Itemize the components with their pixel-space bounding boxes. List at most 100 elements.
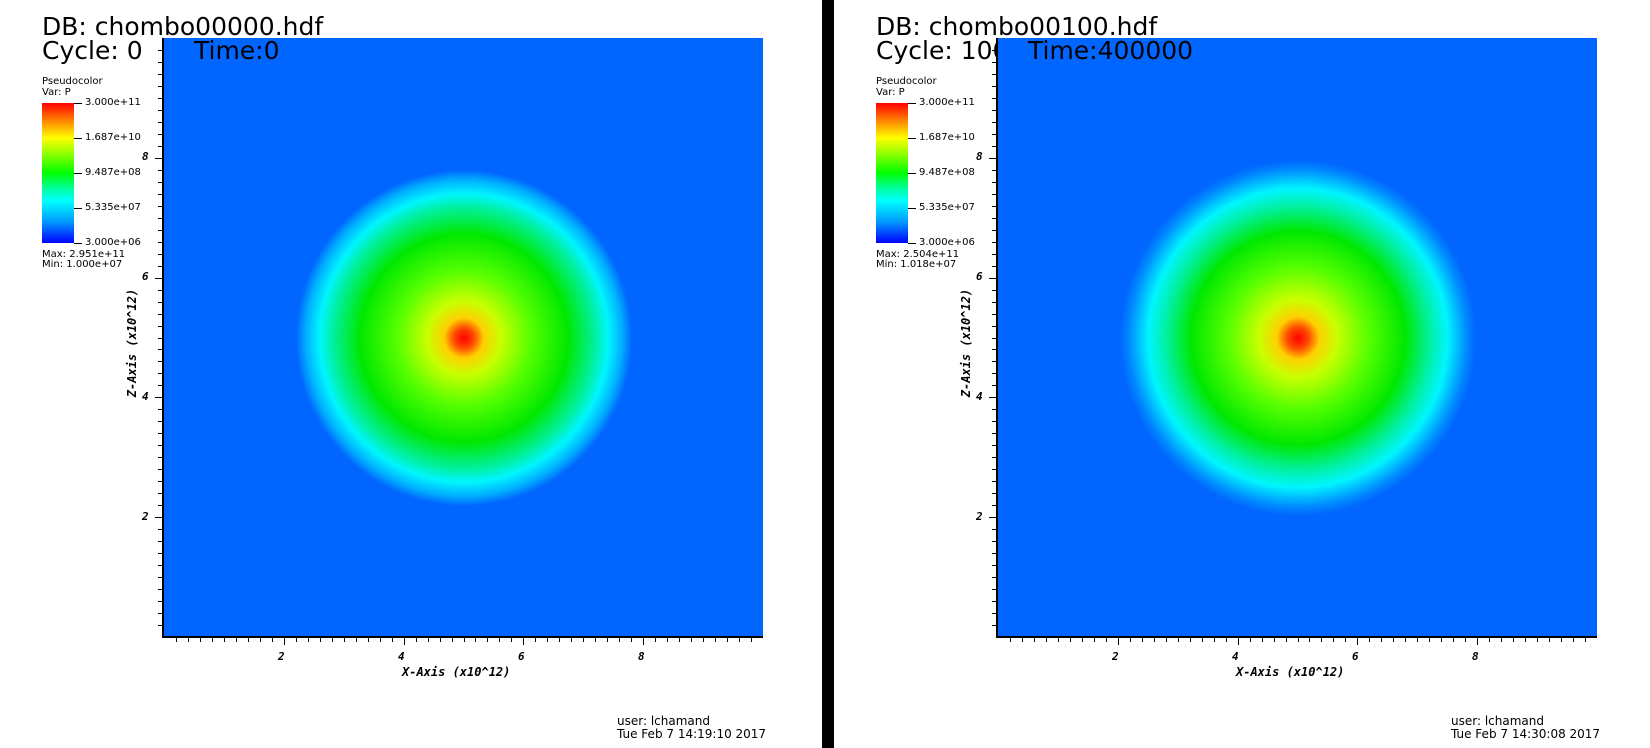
x-minor-tick <box>667 638 669 642</box>
x-major-tick <box>283 638 285 645</box>
x-minor-tick <box>571 638 573 642</box>
y-minor-tick <box>992 109 996 111</box>
pseudocolor-plot-area[interactable] <box>164 38 763 637</box>
y-minor-tick <box>992 169 996 171</box>
colorbar-tick <box>908 243 916 244</box>
x-minor-tick <box>439 638 441 642</box>
x-minor-tick <box>1585 638 1587 642</box>
x-tick-label: 4 <box>1232 650 1239 663</box>
y-minor-tick <box>992 361 996 363</box>
y-minor-tick <box>158 361 162 363</box>
y-minor-tick <box>992 325 996 327</box>
colorbar-label: 3.000e+11 <box>85 97 141 108</box>
y-minor-tick <box>992 589 996 591</box>
y-minor-tick <box>992 445 996 447</box>
x-tick-label: 8 <box>1472 650 1479 663</box>
x-minor-tick <box>1393 638 1395 642</box>
x-minor-tick <box>1213 638 1215 642</box>
x-minor-tick <box>1525 638 1527 642</box>
x-major-tick <box>403 638 405 645</box>
y-minor-tick <box>158 217 162 219</box>
x-minor-tick <box>259 638 261 642</box>
user-label: user: lchamand <box>617 714 710 728</box>
x-axis-title: X-Axis (x10^12) <box>402 665 511 679</box>
x-minor-tick <box>1177 638 1179 642</box>
time-label: Time:400000 <box>1028 36 1194 65</box>
colorbar-tick <box>908 173 916 174</box>
x-minor-tick <box>1417 638 1419 642</box>
y-minor-tick <box>992 121 996 123</box>
y-minor-tick <box>158 169 162 171</box>
x-minor-tick <box>1045 638 1047 642</box>
x-minor-tick <box>1225 638 1227 642</box>
y-major-tick <box>155 517 162 519</box>
colorbar <box>876 103 908 243</box>
x-minor-tick <box>1009 638 1011 642</box>
colorbar-label: 3.000e+06 <box>919 237 975 248</box>
x-axis-line <box>998 636 1597 638</box>
x-minor-tick <box>679 638 681 642</box>
y-minor-tick <box>992 505 996 507</box>
y-minor-tick <box>992 85 996 87</box>
x-minor-tick <box>187 638 189 642</box>
y-major-tick <box>989 277 996 279</box>
x-tick-label: 2 <box>1112 650 1119 663</box>
y-minor-tick <box>158 529 162 531</box>
y-minor-tick <box>158 601 162 603</box>
x-minor-tick <box>475 638 477 642</box>
y-minor-tick <box>158 289 162 291</box>
y-minor-tick <box>992 49 996 51</box>
y-minor-tick <box>992 469 996 471</box>
legend-variable: Var: P <box>42 87 71 98</box>
y-minor-tick <box>992 61 996 63</box>
y-minor-tick <box>158 589 162 591</box>
y-minor-tick <box>992 241 996 243</box>
y-minor-tick <box>158 49 162 51</box>
y-minor-tick <box>158 121 162 123</box>
y-minor-tick <box>158 229 162 231</box>
colorbar-tick <box>908 103 916 104</box>
y-minor-tick <box>992 205 996 207</box>
colorbar <box>42 103 74 243</box>
x-minor-tick <box>691 638 693 642</box>
pseudocolor-plot-area[interactable] <box>998 38 1597 637</box>
panel-divider <box>822 0 834 748</box>
x-minor-tick <box>331 638 333 642</box>
x-minor-tick <box>487 638 489 642</box>
x-minor-tick <box>223 638 225 642</box>
x-minor-tick <box>1441 638 1443 642</box>
y-minor-tick <box>992 613 996 615</box>
database-label: DB: chombo00000.hdf <box>42 12 324 41</box>
x-minor-tick <box>1489 638 1491 642</box>
x-minor-tick <box>619 638 621 642</box>
y-minor-tick <box>992 541 996 543</box>
x-minor-tick <box>1273 638 1275 642</box>
x-minor-tick <box>1153 638 1155 642</box>
y-minor-tick <box>158 457 162 459</box>
y-minor-tick <box>158 61 162 63</box>
x-minor-tick <box>1369 638 1371 642</box>
x-minor-tick <box>1333 638 1335 642</box>
x-major-tick <box>1477 638 1479 645</box>
x-minor-tick <box>727 638 729 642</box>
y-minor-tick <box>158 541 162 543</box>
x-minor-tick <box>559 638 561 642</box>
colorbar-label: 3.000e+11 <box>919 97 975 108</box>
y-minor-tick <box>158 385 162 387</box>
colorbar-tick <box>908 138 916 139</box>
x-minor-tick <box>1309 638 1311 642</box>
user-label: user: lchamand <box>1451 714 1544 728</box>
x-minor-tick <box>1105 638 1107 642</box>
x-minor-tick <box>1465 638 1467 642</box>
y-minor-tick <box>992 73 996 75</box>
x-tick-label: 4 <box>398 650 405 663</box>
legend-min: Min: 1.018e+07 <box>876 259 957 270</box>
x-minor-tick <box>1345 638 1347 642</box>
y-minor-tick <box>992 553 996 555</box>
x-minor-tick <box>199 638 201 642</box>
legend-min: Min: 1.000e+07 <box>42 259 123 270</box>
y-tick-label: 6 <box>142 270 149 283</box>
x-minor-tick <box>547 638 549 642</box>
colorbar-label: 3.000e+06 <box>85 237 141 248</box>
y-minor-tick <box>992 601 996 603</box>
